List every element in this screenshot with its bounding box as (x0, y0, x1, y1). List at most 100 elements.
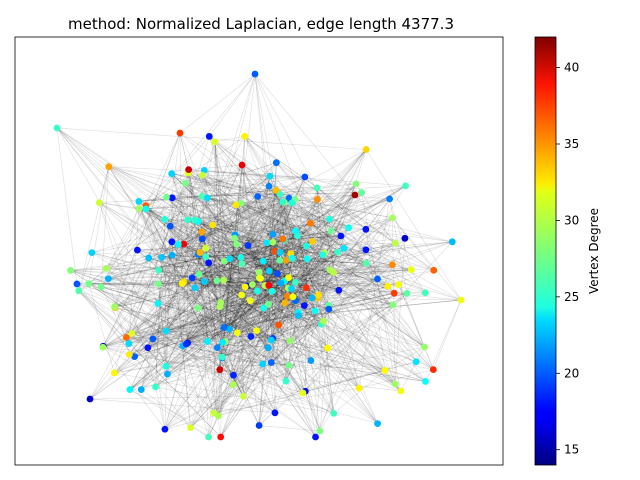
graph-node (122, 334, 130, 341)
graph-edge (152, 338, 334, 414)
graph-edge (284, 280, 399, 286)
graph-node (217, 299, 225, 306)
graph-node (233, 329, 241, 337)
graph-edge (207, 291, 273, 342)
graph-edge (194, 194, 356, 221)
graph-edge (106, 195, 203, 269)
graph-edge (199, 241, 453, 275)
graph-edge (137, 243, 237, 251)
graph-edge (288, 197, 426, 294)
graph-edge (171, 173, 308, 260)
graph-edge (188, 169, 288, 297)
graph-edge (197, 254, 386, 371)
graph-edge (187, 172, 292, 289)
graph-edge (213, 273, 278, 414)
graph-edge (219, 306, 223, 358)
graph-edge (212, 224, 360, 389)
graph-node (248, 281, 256, 288)
graph-edge (152, 338, 166, 430)
graph-edge (289, 296, 294, 341)
graph-edge (131, 260, 225, 334)
graph-edge (291, 202, 313, 242)
graph-node (97, 283, 105, 291)
graph-edge (167, 323, 322, 375)
graph-edge (355, 183, 426, 294)
graph-edge (254, 73, 311, 224)
graph-edge (183, 260, 287, 283)
graph-edge (268, 162, 277, 286)
graph-node (168, 194, 176, 202)
graph-edge (172, 224, 213, 256)
graph-node (161, 215, 169, 223)
graph-edge (262, 261, 270, 286)
graph-edge (102, 280, 218, 348)
graph-edge (244, 136, 311, 224)
graph-node (273, 270, 281, 278)
graph-edge (271, 308, 330, 363)
graph-edge (165, 327, 225, 367)
graph-edge (241, 136, 246, 264)
graph-edge (137, 249, 260, 279)
graph-edge (166, 365, 234, 376)
graph-edge (108, 197, 290, 280)
graph-node (279, 235, 287, 243)
graph-node (158, 254, 166, 261)
graph-edge (183, 281, 296, 302)
graph-edge (100, 197, 173, 288)
graph-node (198, 228, 206, 236)
graph-node (299, 389, 307, 397)
graph-edge (128, 289, 339, 344)
graph-node (351, 191, 359, 199)
graph-node (238, 291, 246, 299)
graph-edge (241, 202, 332, 232)
graph-edge (263, 260, 434, 271)
graph-edge (305, 246, 307, 392)
graph-edge (171, 173, 282, 284)
graph-edge (129, 354, 385, 371)
graph-edge (229, 241, 453, 260)
graph-edge (131, 333, 251, 337)
graph-node (448, 238, 456, 246)
graph-edge (192, 277, 299, 313)
graph-edge (138, 208, 234, 385)
graph-edge (213, 395, 244, 414)
graph-edge (214, 141, 307, 247)
graph-edge (128, 208, 140, 344)
graph-node (300, 302, 308, 310)
graph-edge (171, 197, 241, 258)
graph-edge (288, 197, 393, 219)
graph-edge (114, 307, 291, 342)
graph-edge (322, 254, 402, 392)
graph-edge (297, 235, 324, 322)
graph-edge (129, 245, 249, 390)
graph-edge (205, 247, 339, 291)
graph-edge (187, 172, 201, 253)
graph-edge (287, 269, 434, 297)
graph-node (429, 366, 437, 374)
graph-edge (134, 241, 274, 357)
graph-edge (250, 300, 396, 385)
graph-node (205, 259, 213, 267)
graph-edge (298, 299, 462, 316)
graph-edge (88, 283, 318, 299)
graph-node (253, 287, 261, 295)
graph-edge (338, 198, 390, 291)
graph-edge (209, 136, 349, 228)
graph-edge (182, 252, 281, 284)
graph-edge (236, 244, 402, 392)
graph-edge (131, 305, 305, 334)
graph-edge (129, 342, 223, 390)
graph-edge (183, 224, 213, 245)
graph-edge (171, 173, 246, 288)
graph-edge (76, 283, 273, 339)
graph-edge (106, 196, 167, 269)
graph-node (176, 129, 184, 137)
graph-edge (100, 166, 110, 287)
graph-edge (225, 217, 393, 342)
graph-node (395, 281, 403, 289)
graph-edge (165, 202, 285, 332)
graph-edge (164, 257, 242, 430)
graph-node (213, 344, 221, 352)
graph-edge (272, 241, 323, 256)
graph-edge (358, 198, 390, 389)
